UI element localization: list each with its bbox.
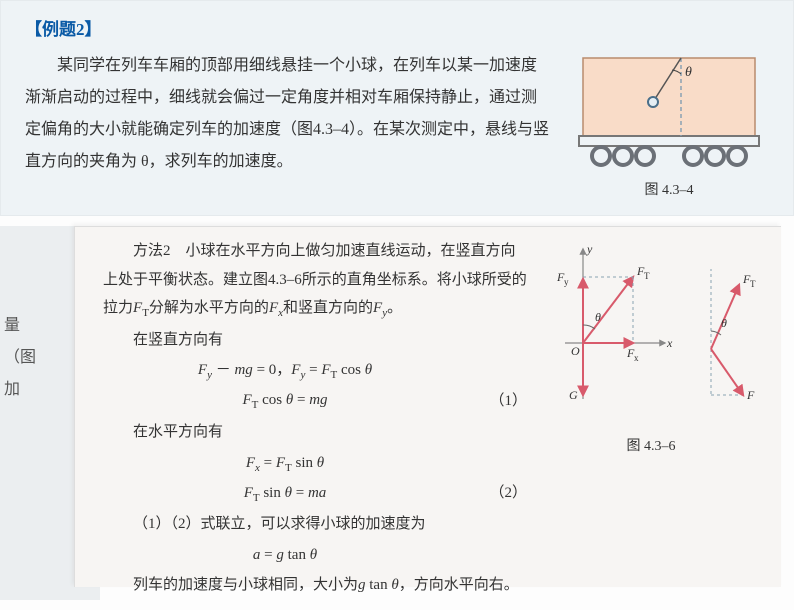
- eq2a-row: Fx = FT sin θ: [103, 449, 527, 479]
- svg-text:F: F: [746, 388, 755, 402]
- svg-text:y: y: [564, 277, 569, 287]
- train-diagram-svg: θ: [569, 50, 769, 170]
- eq-a-row: a = g tan θ: [103, 541, 527, 570]
- eq2b-row: FT sin θ = ma （2）: [103, 479, 527, 509]
- eq1a-row: Fy － mg = 0，Fy = FT cos θ: [103, 356, 527, 386]
- vert-intro: 在竖直方向有: [103, 326, 527, 355]
- example-title: 【例题2】: [25, 15, 769, 40]
- figure-axes-caption: 图 4.3–6: [543, 434, 759, 461]
- combine-line: （1）（2）式联立，可以求得小球的加速度为: [103, 510, 527, 539]
- svg-text:x: x: [634, 353, 639, 363]
- theta-label-train: θ: [685, 65, 692, 80]
- svg-text:θ: θ: [721, 316, 727, 330]
- svg-text:O: O: [571, 344, 580, 358]
- figure-train: θ 图 4.3–4: [569, 50, 769, 199]
- svg-text:G: G: [569, 388, 578, 402]
- svg-text:θ: θ: [595, 310, 601, 324]
- svg-text:y: y: [586, 242, 593, 256]
- axes-diagram-svg: y x O FT Fy Fx θ: [543, 239, 759, 419]
- example-panel: 【例题2】 某同学在列车车厢的顶部用细线悬挂一个小球，在列车以某一加速度渐渐启动…: [0, 0, 794, 216]
- svg-text:x: x: [666, 336, 673, 350]
- solution-text: 方法2 小球在水平方向上做匀加速直线运动，在竖直方向上处于平衡状态。建立图4.3…: [103, 235, 527, 602]
- svg-text:T: T: [750, 279, 756, 289]
- eq1b-row: FT cos θ = mg （1）: [103, 386, 527, 416]
- problem-text: 某同学在列车车厢的顶部用细线悬挂一个小球，在列车以某一加速度渐渐启动的过程中，细…: [25, 50, 551, 178]
- horiz-intro: 在水平方向有: [103, 418, 527, 447]
- figure-train-caption: 图 4.3–4: [569, 179, 769, 199]
- figure-axes: y x O FT Fy Fx θ: [543, 235, 759, 602]
- solution-overlay: 方法2 小球在水平方向上做匀加速直线运动，在竖直方向上处于平衡状态。建立图4.3…: [74, 226, 781, 587]
- problem-row: 某同学在列车车厢的顶部用细线悬挂一个小球，在列车以某一加速度渐渐启动的过程中，细…: [25, 50, 769, 199]
- method-line: 方法2 小球在水平方向上做匀加速直线运动，在竖直方向上处于平衡状态。建立图4.3…: [103, 237, 527, 324]
- svg-text:T: T: [644, 271, 650, 281]
